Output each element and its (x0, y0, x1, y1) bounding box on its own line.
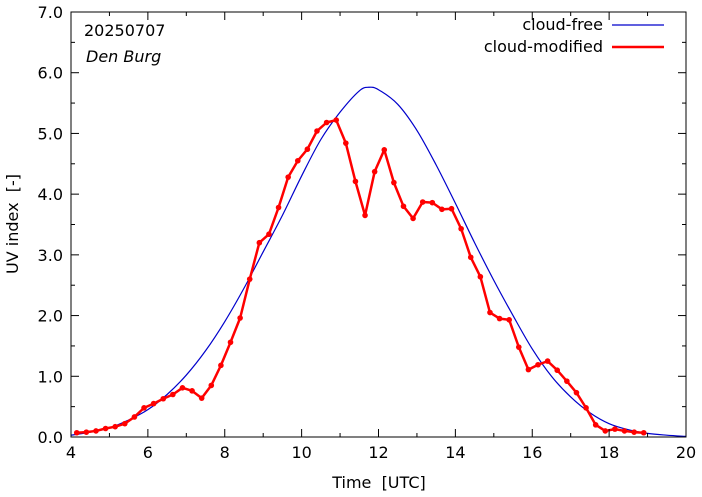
data-point-cloud-modified (122, 420, 128, 427)
data-point-cloud-modified (515, 344, 522, 350)
data-point-cloud-modified (496, 315, 503, 322)
data-point-cloud-modified (362, 212, 368, 219)
x-tick-label: 4 (66, 443, 76, 462)
y-tick-label: 7.0 (38, 3, 63, 22)
data-point-cloud-modified (573, 389, 580, 396)
legend-label-cloud-free: cloud-free (522, 15, 603, 34)
data-point-cloud-modified (112, 423, 119, 430)
data-point-cloud-modified (285, 174, 291, 180)
data-point-cloud-modified (314, 128, 320, 134)
data-point-cloud-modified (343, 140, 349, 146)
data-point-cloud-modified (304, 146, 311, 153)
series-line-cloud-free (70, 86, 687, 437)
y-axis-label: UV index [-] (3, 174, 22, 274)
data-point-cloud-modified (467, 254, 474, 261)
y-tick-label: 5.0 (38, 124, 63, 143)
data-point-cloud-modified (612, 426, 618, 432)
data-point-cloud-modified (323, 119, 330, 126)
legend-item-cloud-free: cloud-free (522, 15, 664, 34)
data-point-cloud-modified (410, 215, 416, 222)
data-point-cloud-modified (333, 117, 340, 123)
legend-label-cloud-modified: cloud-modified (484, 37, 603, 56)
x-axis-label: Time [UTC] (331, 473, 426, 492)
data-point-cloud-modified (544, 358, 551, 364)
x-tick-label: 6 (143, 443, 153, 462)
data-point-cloud-modified (592, 422, 599, 428)
data-point-cloud-modified (179, 385, 186, 391)
x-tick-label: 8 (220, 443, 230, 462)
data-point-cloud-modified (391, 179, 397, 186)
series-layer (70, 86, 687, 437)
data-point-cloud-modified (189, 388, 195, 394)
data-point-cloud-modified (477, 273, 484, 280)
x-tick-label: 10 (291, 443, 311, 462)
data-point-cloud-modified (227, 339, 234, 346)
data-point-cloud-modified (266, 231, 272, 238)
data-point-cloud-modified (73, 429, 80, 436)
data-point-cloud-modified (131, 414, 138, 420)
data-point-cloud-modified (102, 425, 109, 432)
y-tick-label: 6.0 (38, 64, 63, 83)
x-tick-label: 14 (445, 443, 465, 462)
data-point-cloud-modified (237, 315, 243, 321)
x-tick-label: 20 (676, 443, 696, 462)
data-point-cloud-modified (602, 428, 609, 434)
x-tick-label: 12 (368, 443, 388, 462)
y-tick-label: 0.0 (38, 428, 63, 447)
data-point-cloud-modified (564, 378, 570, 384)
station-annotation: Den Burg (86, 47, 161, 66)
data-point-cloud-modified (246, 276, 253, 282)
data-point-cloud-modified (400, 203, 407, 210)
data-point-cloud-modified (487, 309, 493, 316)
data-point-cloud-modified (198, 395, 205, 401)
data-point-cloud-modified (294, 157, 301, 164)
data-point-cloud-modified (83, 429, 90, 435)
data-point-cloud-modified (256, 239, 263, 246)
data-point-cloud-modified (458, 225, 464, 232)
data-point-cloud-modified (218, 362, 224, 369)
data-point-cloud-modified (208, 382, 215, 389)
y-tick-label: 1.0 (38, 367, 63, 386)
data-point-cloud-modified (419, 199, 426, 205)
data-point-cloud-modified (448, 205, 455, 212)
data-point-cloud-modified (381, 147, 388, 153)
y-tick-label: 4.0 (38, 185, 63, 204)
data-point-cloud-modified (160, 395, 167, 402)
data-point-cloud-modified (275, 204, 282, 211)
y-tick-label: 2.0 (38, 307, 63, 326)
y-tick-label: 3.0 (38, 246, 63, 265)
ticks-layer: 4 6 8 10 12 14 16 18 20 0.0 1.0 2.0 3.0 4.0 5.0 6.0 7.0 (38, 3, 697, 462)
data-point-cloud-modified (506, 317, 512, 323)
data-point-cloud-modified (621, 428, 628, 434)
data-point-cloud-modified (439, 206, 445, 213)
date-annotation: 20250707 (84, 21, 165, 40)
legend-item-cloud-modified: cloud-modified (484, 37, 664, 56)
legend: cloud-free cloud-modified (484, 15, 664, 56)
data-point-cloud-modified (535, 361, 541, 368)
data-point-cloud-modified (429, 199, 436, 206)
data-point-cloud-modified (525, 366, 532, 373)
data-point-cloud-modified (150, 400, 157, 407)
data-point-cloud-modified (93, 428, 99, 434)
data-point-cloud-modified (583, 405, 589, 411)
data-point-cloud-modified (554, 367, 561, 374)
data-point-cloud-modified (640, 429, 647, 436)
data-point-cloud-modified (371, 168, 378, 175)
x-tick-label: 16 (522, 443, 542, 462)
data-point-cloud-modified (631, 429, 637, 435)
x-tick-label: 18 (599, 443, 619, 462)
data-point-cloud-modified (170, 391, 176, 398)
data-point-cloud-modified (141, 405, 147, 411)
data-point-cloud-modified (352, 178, 359, 185)
